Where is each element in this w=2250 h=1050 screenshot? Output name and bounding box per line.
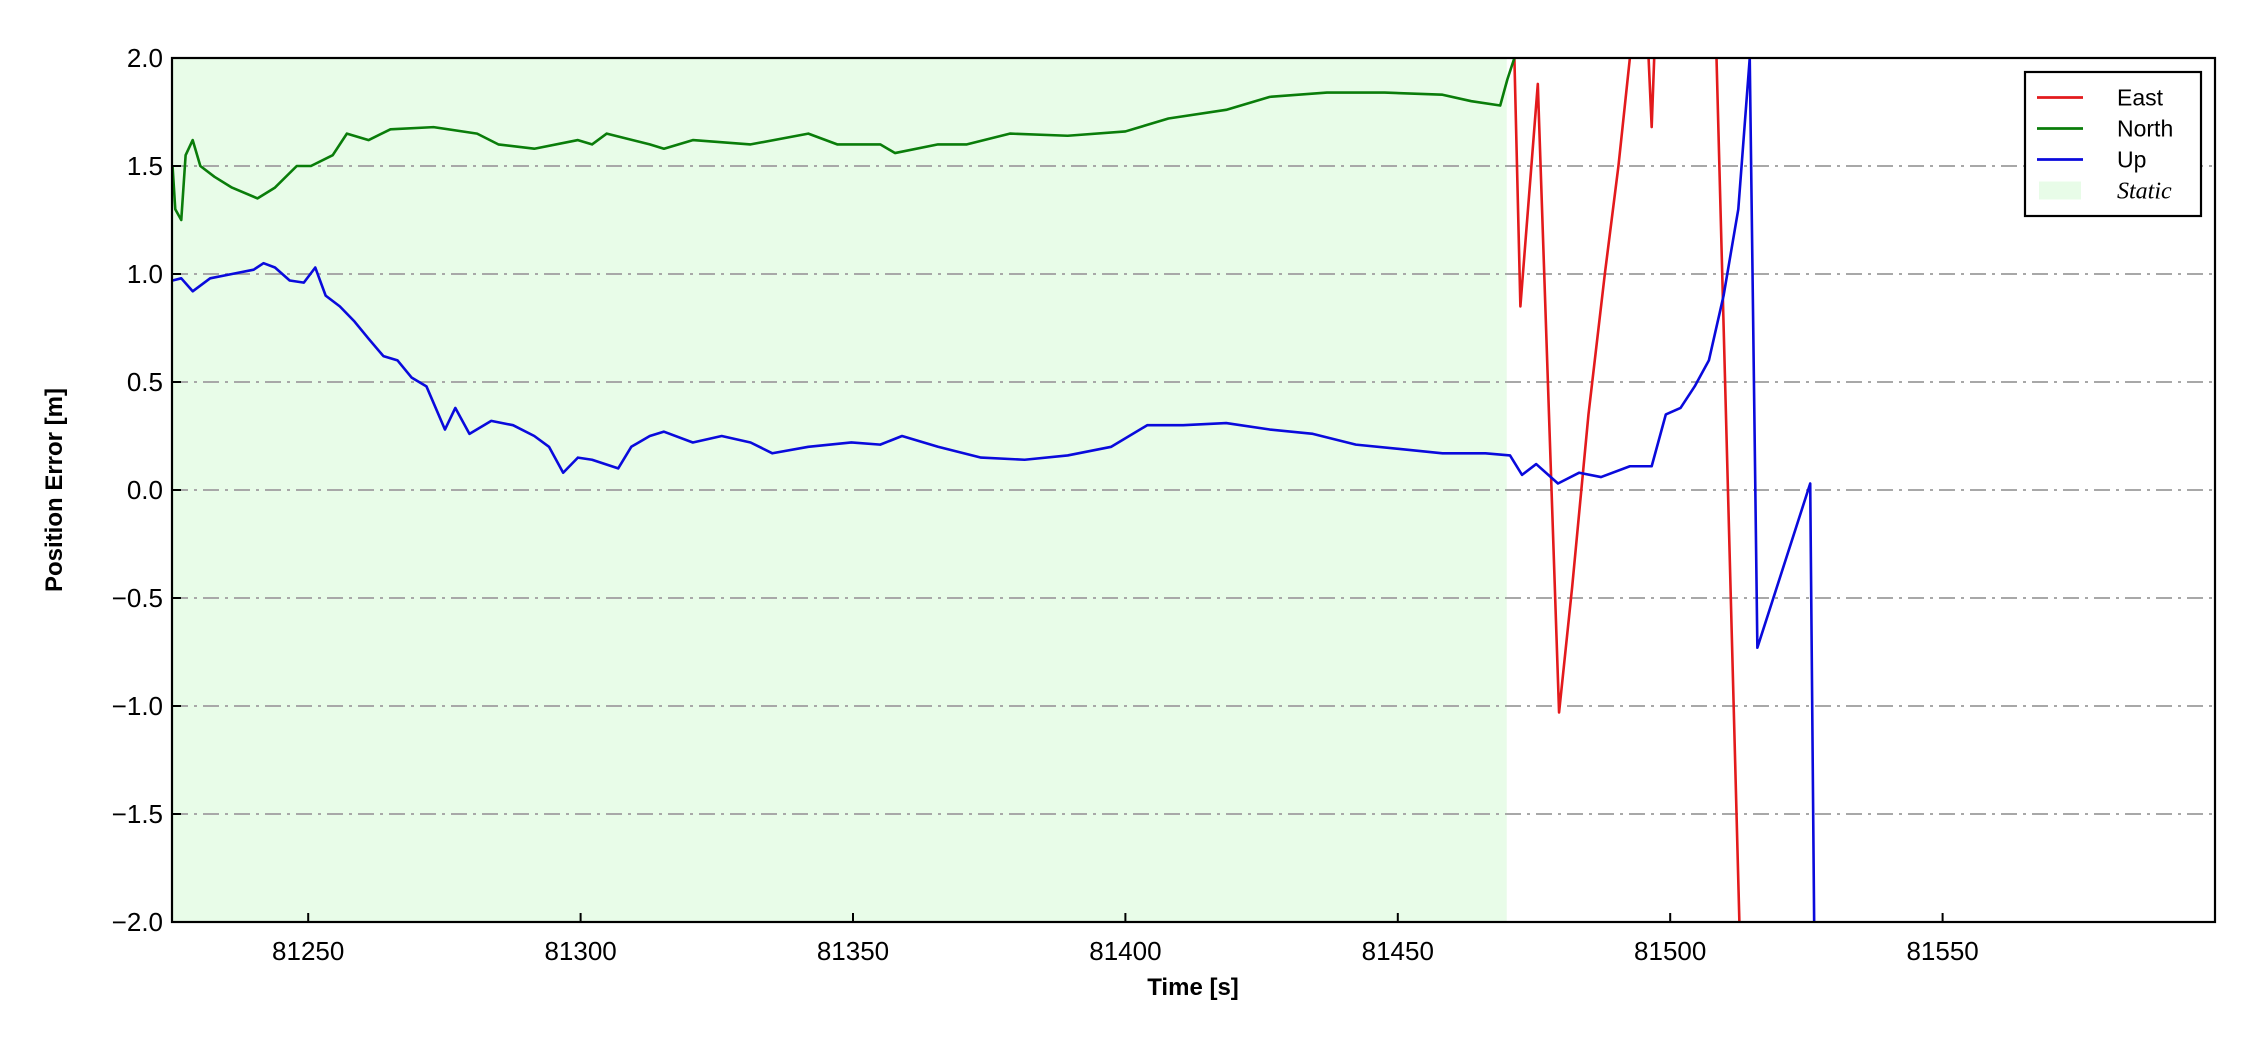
plot-lines — [172, 58, 1816, 922]
y-tick-label: −1.5 — [112, 799, 163, 829]
y-tick-label: −0.5 — [112, 583, 163, 613]
series-line — [172, 58, 1816, 922]
x-tick-label: 81450 — [1362, 936, 1434, 966]
y-tick-label: 1.0 — [127, 259, 163, 289]
y-tick-label: 1.5 — [127, 151, 163, 181]
x-tick-label: 81300 — [544, 936, 616, 966]
x-tick-label: 81500 — [1634, 936, 1706, 966]
series-line — [172, 58, 1516, 222]
x-tick-label: 81400 — [1089, 936, 1161, 966]
legend-label: North — [2117, 116, 2173, 142]
y-tick-label: 2.0 — [127, 43, 163, 73]
x-tick-label: 81550 — [1906, 936, 1978, 966]
legend: East North Up Static — [2023, 70, 2203, 218]
y-tick-label: 0.5 — [127, 367, 163, 397]
legend-label: East — [2117, 85, 2164, 111]
series-line — [1513, 58, 1741, 922]
x-axis-title: Time [s] — [1147, 974, 1239, 1001]
x-tick-label: 81250 — [272, 936, 344, 966]
y-tick-label: 0.0 — [127, 475, 163, 505]
axes: −2.0 −1.5 −1.0 −0.5 0.0 0.5 1.0 1.5 2.0 81250 8130… — [112, 43, 1979, 966]
y-axis-title: Position Error [m] — [41, 388, 68, 592]
legend-label: Up — [2117, 147, 2146, 173]
legend-label: Static — [2117, 179, 2172, 205]
y-tick-label: −2.0 — [112, 907, 163, 937]
legend-swatch — [2039, 181, 2081, 200]
x-tick-label: 81350 — [817, 936, 889, 966]
y-tick-label: −1.0 — [112, 691, 163, 721]
